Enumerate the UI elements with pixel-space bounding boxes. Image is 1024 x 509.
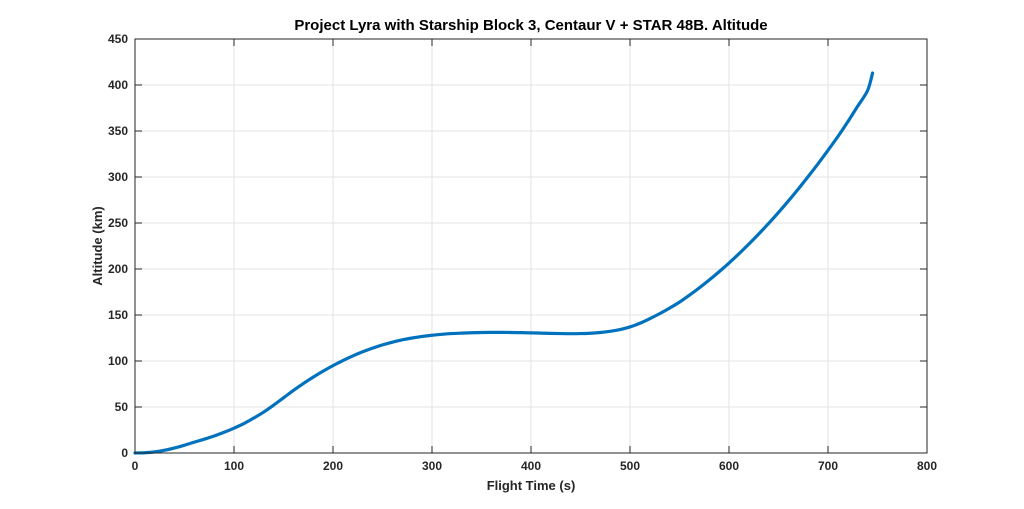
series-group — [133, 71, 875, 455]
x-tick-label: 700 — [818, 459, 838, 473]
x-tick-label: 400 — [521, 459, 541, 473]
y-tick-label: 350 — [108, 124, 128, 138]
x-tick-label: 500 — [620, 459, 640, 473]
y-tick-label: 200 — [108, 262, 128, 276]
y-tick-label: 300 — [108, 170, 128, 184]
y-tick-label: 150 — [108, 308, 128, 322]
x-tick-label: 100 — [224, 459, 244, 473]
chart-title: Project Lyra with Starship Block 3, Cent… — [294, 17, 767, 34]
y-tick-label: 50 — [115, 400, 129, 414]
x-axis-label: Flight Time (s) — [487, 478, 576, 493]
x-tick-label: 800 — [917, 459, 937, 473]
y-tick-label: 250 — [108, 216, 128, 230]
series-line-altitude — [133, 71, 875, 455]
axis-ticks: 0 100 200 300 400 500 600 700 800 0 50 100 150 200 250… — [108, 32, 937, 473]
y-axis-label: Altitude (km) — [90, 206, 105, 285]
grid-lines — [135, 39, 927, 453]
x-tick-label: 600 — [719, 459, 739, 473]
y-tick-label: 450 — [108, 32, 128, 46]
y-tick-label: 400 — [108, 78, 128, 92]
x-tick-label: 300 — [422, 459, 442, 473]
x-tick-label: 200 — [323, 459, 343, 473]
x-tick-label: 0 — [132, 459, 139, 473]
y-tick-label: 100 — [108, 354, 128, 368]
y-tick-label: 0 — [121, 446, 128, 460]
